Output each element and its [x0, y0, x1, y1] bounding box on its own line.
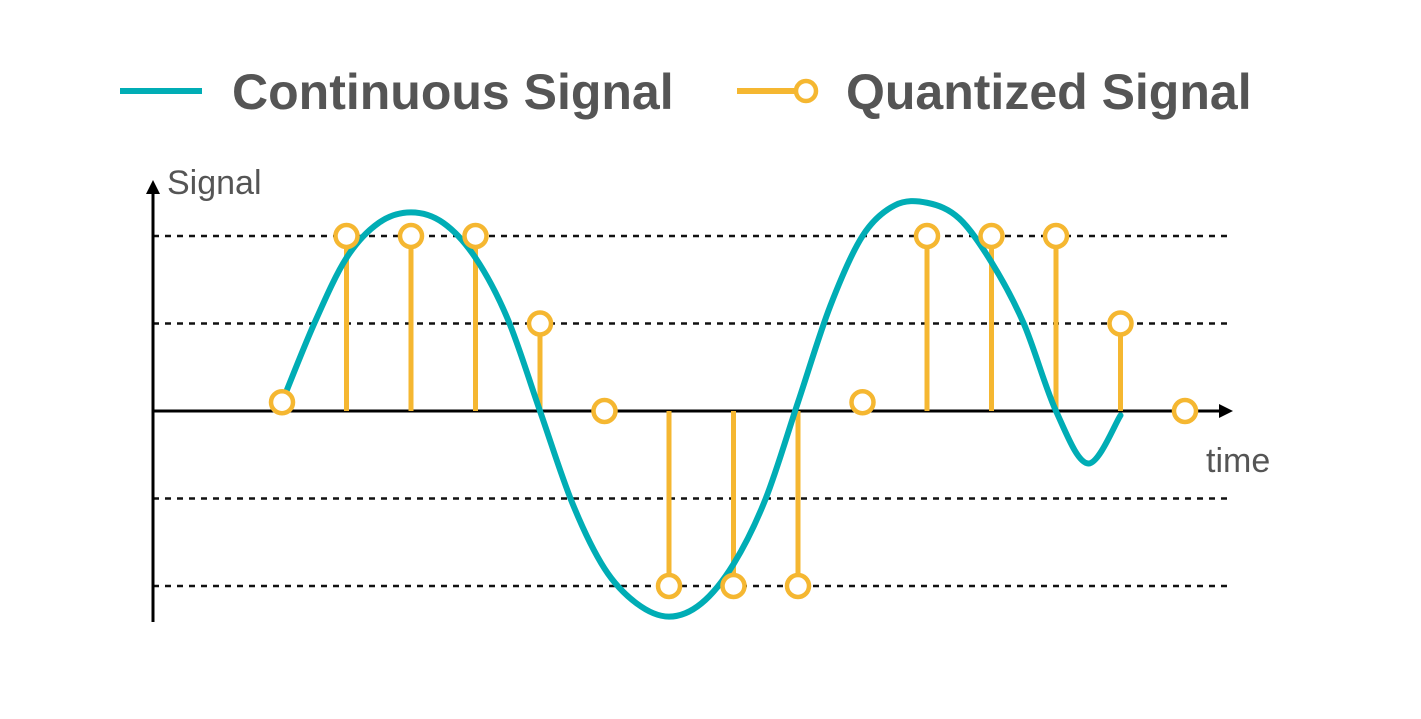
quantized-point	[784, 572, 812, 600]
quantized-point	[849, 389, 876, 416]
quantized-point	[591, 397, 618, 425]
quantized-point	[333, 222, 360, 250]
quantized-markers	[268, 222, 1199, 600]
continuous-signal-curve	[279, 198, 1124, 620]
legend-marker-quantized	[793, 78, 819, 104]
quantized-point	[720, 572, 747, 600]
quantized-point	[1042, 222, 1070, 250]
quantized-point	[655, 572, 683, 600]
quantized-point	[1171, 397, 1199, 425]
x-axis-label: time	[1206, 442, 1270, 480]
axes	[146, 180, 1233, 622]
legend-label-quantized: Quantized Signal	[846, 64, 1252, 120]
x-axis-arrow	[1219, 404, 1233, 418]
legend: Continuous Signal Quantized Signal	[120, 64, 1252, 120]
quantized-point	[978, 222, 1005, 250]
quantized-point	[462, 222, 489, 250]
quantized-point	[913, 222, 941, 250]
quantized-point	[1107, 310, 1134, 337]
quantized-point	[268, 389, 296, 416]
quantized-point	[526, 310, 554, 337]
y-axis-label: Signal	[167, 164, 262, 202]
y-axis-arrow	[146, 180, 160, 194]
legend-label-continuous: Continuous Signal	[232, 64, 674, 120]
quantized-point	[397, 222, 425, 250]
